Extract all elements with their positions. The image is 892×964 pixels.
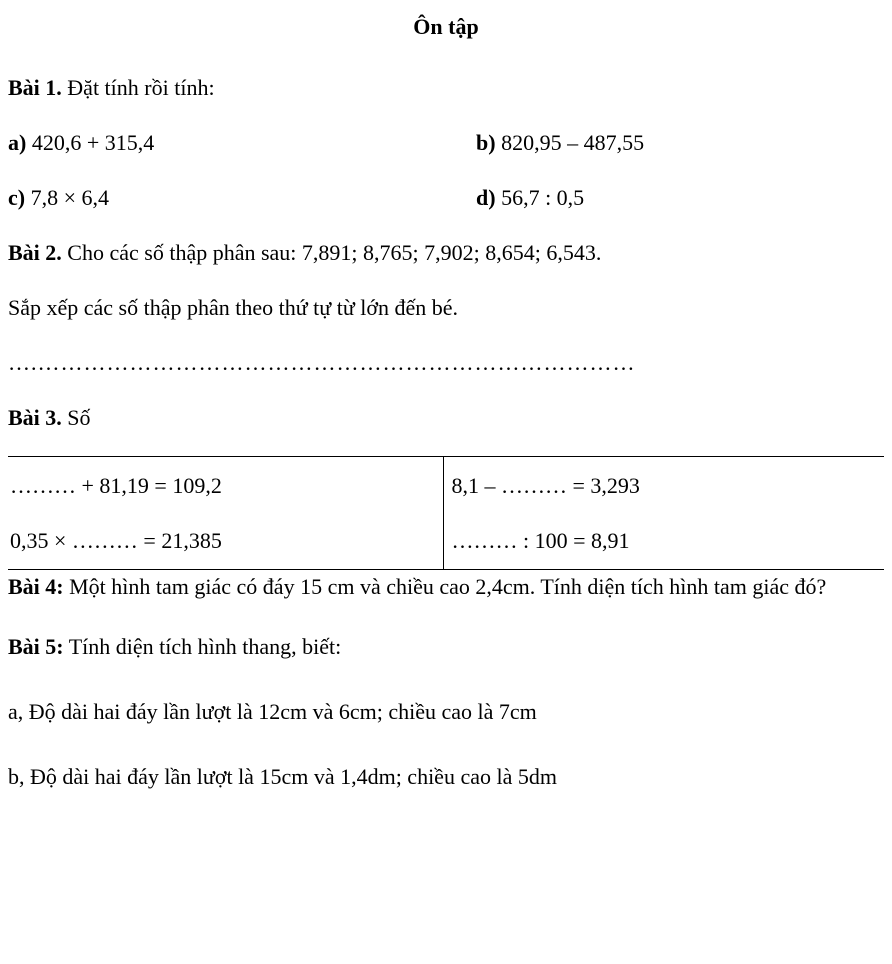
bai1-label: Bài 1. xyxy=(8,75,62,100)
bai2-header: Bài 2. Cho các số thập phân sau: 7,891; … xyxy=(8,236,884,269)
bai5-header: Bài 5: Tính diện tích hình thang, biết: xyxy=(8,630,884,663)
bai2-answer-line: ….…………………………………………………………………… xyxy=(8,346,884,379)
bai2-label: Bài 2. xyxy=(8,240,62,265)
bai5-header-text: Tính diện tích hình thang, biết: xyxy=(64,634,342,659)
bai1-header-text: Đặt tính rồi tính: xyxy=(62,75,215,100)
bai1-b-label: b) xyxy=(476,130,496,155)
bai1-c: c) 7,8 × 6,4 xyxy=(8,181,416,214)
bai1-header: Bài 1. Đặt tính rồi tính: xyxy=(8,71,884,104)
bai1-a-label: a) xyxy=(8,130,26,155)
bai3-cell3: 0,35 × ……… = 21,385 xyxy=(10,524,441,557)
bai3-header: Bài 3. Số xyxy=(8,401,884,434)
bai3-cell2: 8,1 – ……… = 3,293 xyxy=(452,469,883,502)
bai2-header-text: Cho các số thập phân sau: 7,891; 8,765; … xyxy=(62,240,602,265)
bai3-table: ……… + 81,19 = 109,2 0,35 × ……… = 21,385 … xyxy=(8,456,884,570)
bai1-a: a) 420,6 + 315,4 xyxy=(8,126,416,159)
bai3-label: Bài 3. xyxy=(8,405,62,430)
document-title: Ôn tập xyxy=(8,10,884,43)
bai5-item-a: a, Độ dài hai đáy lần lượt là 12cm và 6c… xyxy=(8,695,884,728)
bai4-text: Một hình tam giác có đáy 15 cm và chiều … xyxy=(64,574,827,599)
bai1-d-text: 56,7 : 0,5 xyxy=(496,185,585,210)
bai1-b: b) 820,95 – 487,55 xyxy=(416,126,884,159)
bai2-instruction: Sắp xếp các số thập phân theo thứ tự từ … xyxy=(8,291,884,324)
bai3-table-right: 8,1 – ……… = 3,293 ……… : 100 = 8,91 xyxy=(443,457,885,569)
bai1-d-label: d) xyxy=(476,185,496,210)
bai3-table-left: ……… + 81,19 = 109,2 0,35 × ……… = 21,385 xyxy=(8,457,443,569)
bai1-c-text: 7,8 × 6,4 xyxy=(25,185,109,210)
bai4-label: Bài 4: xyxy=(8,574,64,599)
bai1-a-text: 420,6 + 315,4 xyxy=(26,130,154,155)
bai3-header-text: Số xyxy=(62,405,91,430)
bai4: Bài 4: Một hình tam giác có đáy 15 cm và… xyxy=(8,572,884,602)
bai3-cell1: ……… + 81,19 = 109,2 xyxy=(10,469,441,502)
bai1-b-text: 820,95 – 487,55 xyxy=(496,130,645,155)
bai1-row1: a) 420,6 + 315,4 b) 820,95 – 487,55 xyxy=(8,126,884,159)
bai1-c-label: c) xyxy=(8,185,25,210)
bai3-cell4: ……… : 100 = 8,91 xyxy=(452,524,883,557)
bai5-label: Bài 5: xyxy=(8,634,64,659)
bai1-row2: c) 7,8 × 6,4 d) 56,7 : 0,5 xyxy=(8,181,884,214)
bai1-d: d) 56,7 : 0,5 xyxy=(416,181,884,214)
bai5-item-b: b, Độ dài hai đáy lần lượt là 15cm và 1,… xyxy=(8,760,884,793)
